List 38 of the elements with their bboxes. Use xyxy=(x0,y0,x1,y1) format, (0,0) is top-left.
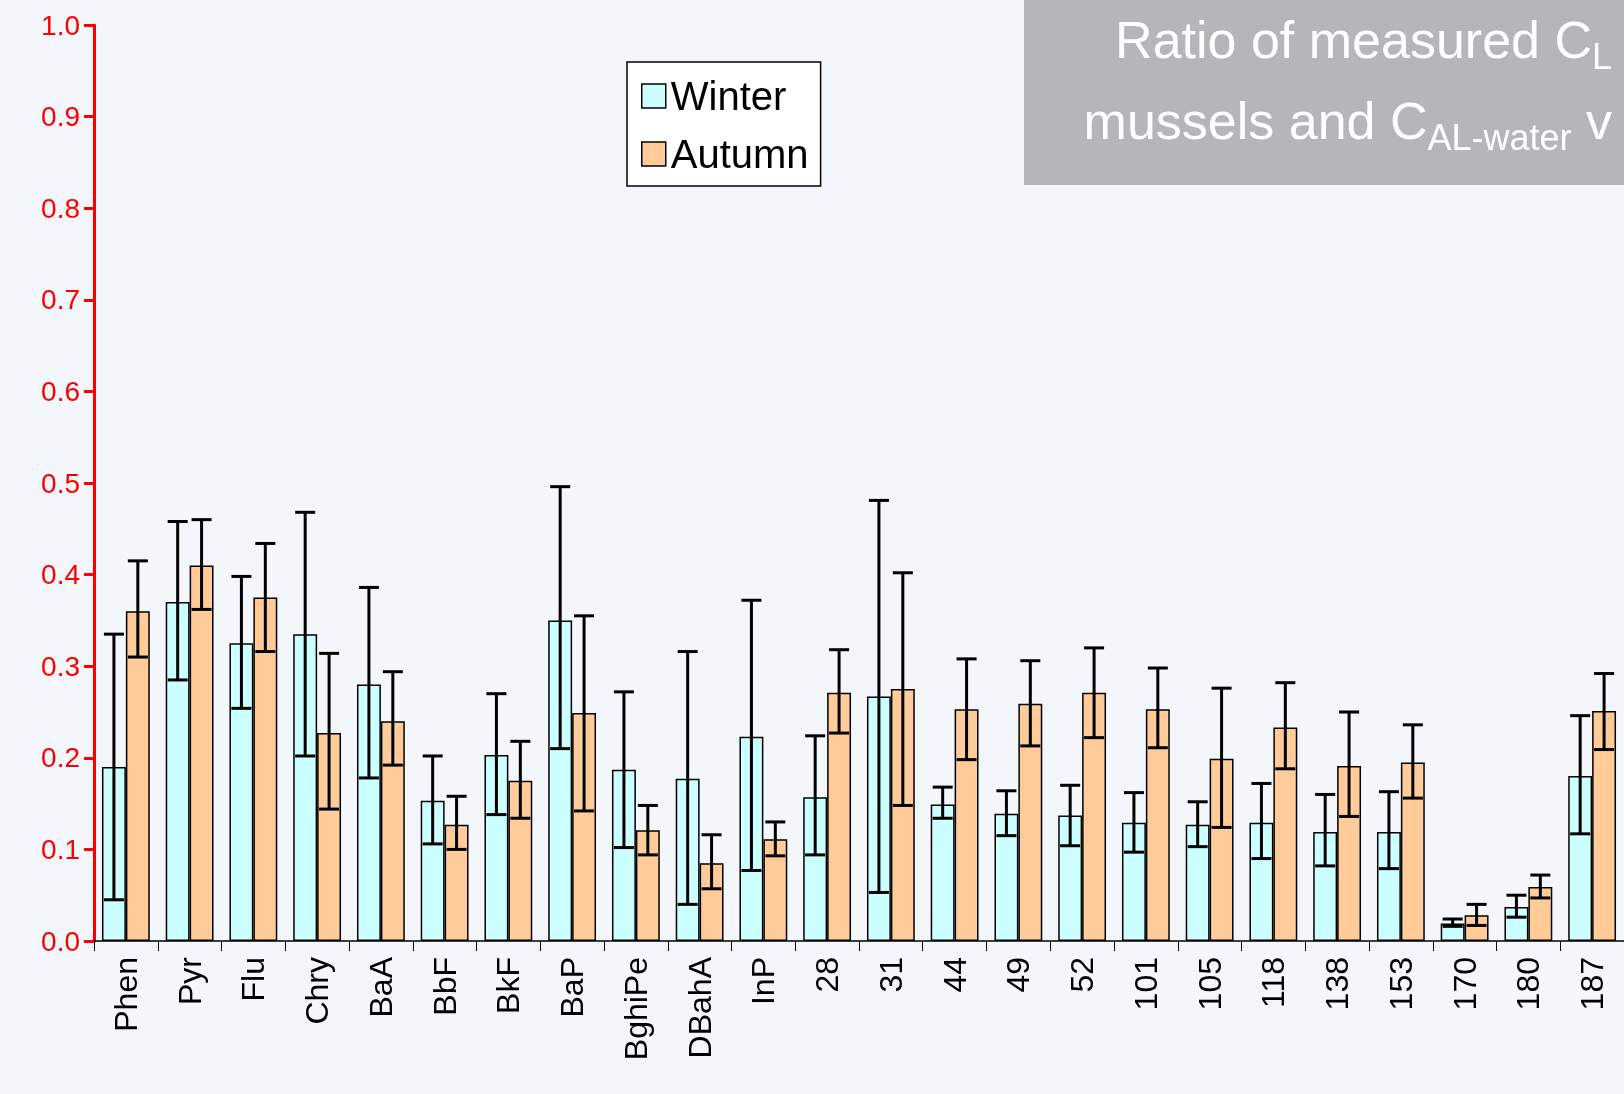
x-tick-label: 49 xyxy=(1000,957,1037,993)
x-tick-label: 52 xyxy=(1064,957,1101,993)
x-tick-label: 105 xyxy=(1191,957,1228,1011)
x-tick-label: 170 xyxy=(1446,957,1483,1011)
x-tick-label: 31 xyxy=(872,957,909,993)
x-tick-label: 180 xyxy=(1510,957,1547,1011)
x-tick-label: BaA xyxy=(362,956,399,1018)
legend-label: Autumn xyxy=(670,132,809,176)
x-tick-label: Chry xyxy=(299,957,336,1025)
y-tick-label: 0.0 xyxy=(41,925,80,957)
x-tick-label: Phen xyxy=(107,957,144,1032)
x-tick-label: InP xyxy=(745,957,782,1006)
x-tick-label: Flu xyxy=(235,957,272,1002)
x-tick-label: BghiPe xyxy=(617,957,654,1061)
chart-title: Ratio of measured C$_{L}$ mussels and C$_{AL-water}$ v xyxy=(1083,11,1612,159)
x-tick-label: Pyr xyxy=(171,956,208,1005)
legend-label: Winter xyxy=(670,74,787,118)
y-tick-label: 0.4 xyxy=(41,559,80,591)
x-tick-label: DBahA xyxy=(681,956,718,1059)
x-tick-label: BbF xyxy=(426,957,463,1016)
x-tick-label: 44 xyxy=(936,957,973,993)
y-tick-label: 0.8 xyxy=(41,192,80,224)
y-tick-label: 0.7 xyxy=(41,284,80,316)
x-tick-label: 138 xyxy=(1319,957,1356,1011)
y-tick-label: 1.0 xyxy=(41,9,80,41)
y-tick-label: 0.9 xyxy=(41,101,80,133)
y-tick-label: 0.2 xyxy=(41,742,80,774)
x-tick-label: 118 xyxy=(1255,957,1292,1009)
y-tick-label: 0.5 xyxy=(41,467,80,499)
x-tick-label: BaP xyxy=(554,957,591,1018)
y-tick-label: 0.3 xyxy=(41,650,80,682)
x-tick-label: 28 xyxy=(809,957,846,993)
x-tick-label: BkF xyxy=(490,957,527,1014)
x-tick-label: 153 xyxy=(1382,957,1419,1011)
x-tick-label: 187 xyxy=(1574,957,1611,1011)
y-tick-label: 0.1 xyxy=(41,833,80,865)
y-tick-label: 0.6 xyxy=(41,375,80,407)
x-tick-label: 101 xyxy=(1127,957,1164,1011)
